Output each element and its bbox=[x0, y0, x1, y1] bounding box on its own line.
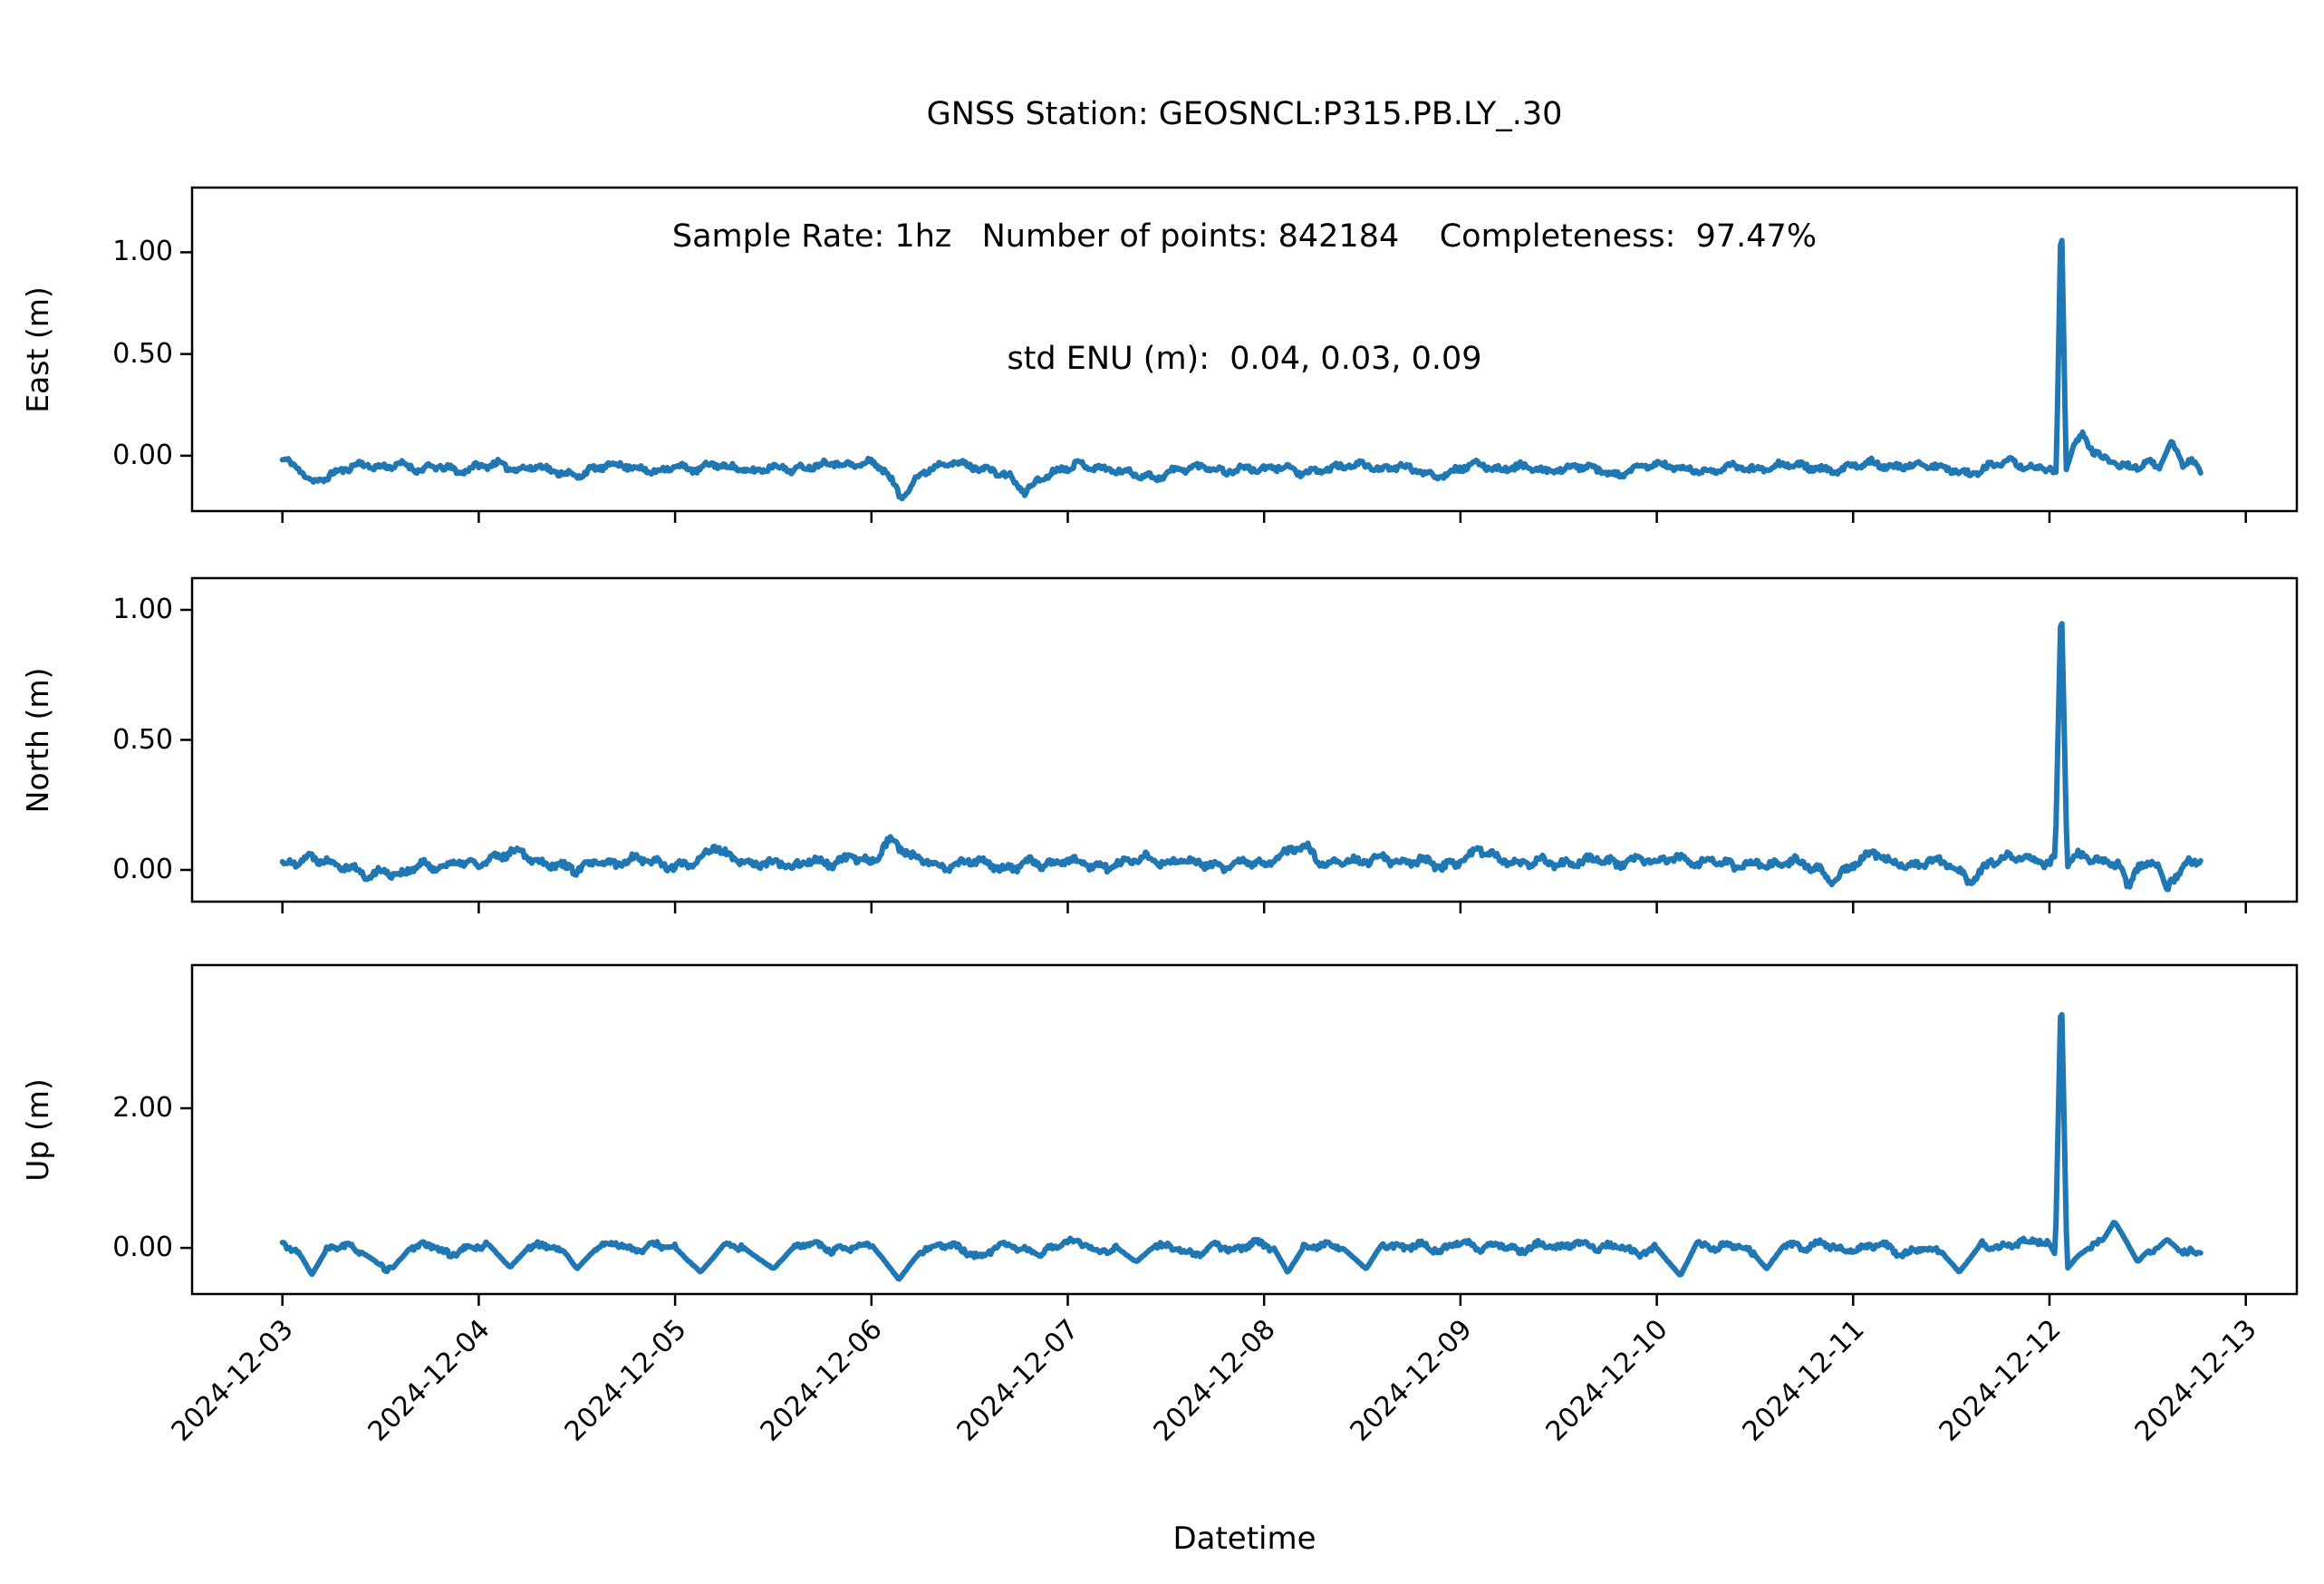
north-y-tick-label: 1.00 bbox=[112, 594, 173, 625]
north-series-line bbox=[279, 621, 2203, 893]
east-y-tick-label: 1.00 bbox=[112, 236, 173, 268]
up-series-line bbox=[279, 1011, 2203, 1282]
title-line-station: GNSS Station: GEOSNCL:P315.PB.LY_.30 bbox=[926, 96, 1563, 132]
up-y-tick-label: 2.00 bbox=[112, 1091, 173, 1124]
up-axis-label: Up (m) bbox=[20, 1077, 55, 1182]
north-axis-label: North (m) bbox=[20, 667, 55, 813]
up-plot-frame bbox=[190, 963, 2299, 1296]
up-y-tick-label: 0.00 bbox=[112, 1231, 173, 1264]
east-series-line bbox=[279, 237, 2203, 502]
figure-title: GNSS Station: GEOSNCL:P315.PB.LY_.30 Sam… bbox=[192, 13, 2297, 461]
east-plot-frame bbox=[190, 186, 2299, 513]
datetime-axis-label: Datetime bbox=[1172, 1521, 1316, 1557]
east-axis-label: East (m) bbox=[20, 285, 55, 413]
east-y-tick-label: 0.00 bbox=[112, 439, 173, 471]
north-y-tick-label: 0.00 bbox=[112, 853, 173, 885]
title-line-std: std ENU (m): 0.04, 0.03, 0.09 bbox=[1007, 341, 1482, 377]
north-y-tick-label: 0.50 bbox=[112, 723, 173, 756]
east-y-tick-label: 0.50 bbox=[112, 337, 173, 370]
title-line-stats: Sample Rate: 1hz Number of points: 84218… bbox=[671, 218, 1818, 255]
